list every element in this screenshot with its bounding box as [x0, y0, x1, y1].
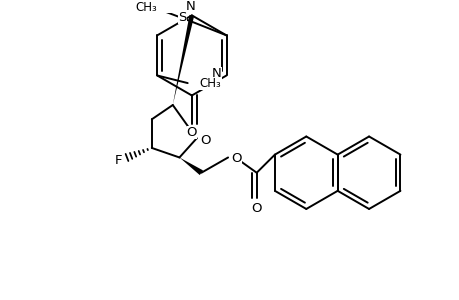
Text: O: O — [251, 202, 261, 214]
Polygon shape — [179, 158, 202, 175]
Text: N: N — [212, 67, 221, 80]
Text: CH₃: CH₃ — [135, 1, 157, 14]
Text: O: O — [186, 126, 196, 139]
Text: N: N — [185, 0, 196, 13]
Polygon shape — [173, 15, 194, 105]
Text: S: S — [178, 11, 186, 24]
Text: F: F — [114, 154, 122, 167]
Text: CH₃: CH₃ — [199, 76, 220, 90]
Text: O: O — [231, 152, 241, 165]
Text: S: S — [146, 4, 147, 5]
Text: O: O — [200, 134, 210, 147]
